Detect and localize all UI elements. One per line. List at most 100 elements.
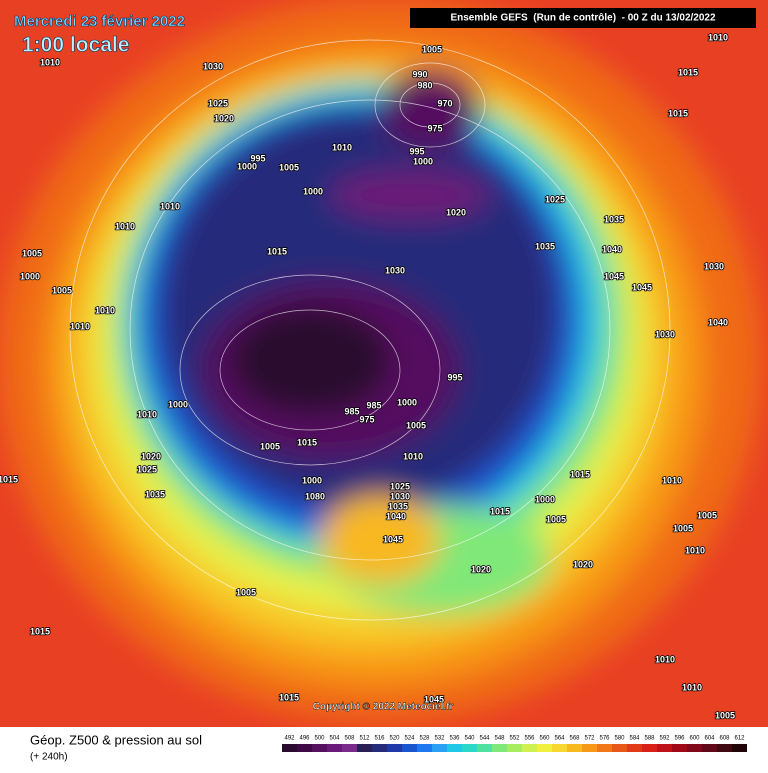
- legend-swatch: [327, 744, 342, 752]
- legend-swatch: [492, 744, 507, 752]
- isobar-label: 1005: [697, 510, 717, 520]
- legend-swatch: [477, 744, 492, 752]
- isobar-label: 1005: [260, 441, 280, 451]
- isobar-label: 1025: [390, 481, 410, 491]
- isobar-label: 1015: [668, 108, 688, 118]
- run-info: Ensemble GEFS (Run de contrôle) - 00 Z d…: [450, 13, 716, 24]
- isobar-label: 1035: [604, 214, 624, 224]
- legend-label: 592: [659, 736, 670, 742]
- isobar-label: 1045: [604, 271, 624, 281]
- isobar-label: 995: [409, 146, 424, 156]
- legend-swatch: [702, 744, 717, 752]
- isobar-label: 1010: [403, 451, 423, 461]
- isobar-label: 1000: [168, 399, 188, 409]
- lead-time: (+ 240h): [30, 752, 68, 763]
- isobar-label: 1005: [236, 587, 256, 597]
- legend-swatch: [567, 744, 582, 752]
- isobars: [69, 39, 671, 621]
- isobar-label: 1035: [535, 241, 555, 251]
- isobar-label: 1005: [22, 248, 42, 258]
- isobar-label: 1000: [397, 397, 417, 407]
- isobar-label: 1010: [95, 305, 115, 315]
- isobar-label: 1025: [545, 194, 565, 204]
- isobar-label: 1010: [685, 545, 705, 555]
- isobar-label: 1015: [297, 437, 317, 447]
- isobar-label: 1015: [570, 469, 590, 479]
- isobar-label: 1000: [413, 156, 433, 166]
- legend-swatch: [657, 744, 672, 752]
- isobar-label: 1005: [715, 710, 735, 720]
- isobar-label: 1030: [655, 329, 675, 339]
- legend-swatch: [372, 744, 387, 752]
- legend-swatch: [297, 744, 312, 752]
- legend-swatch: [582, 744, 597, 752]
- isobar-label: 1020: [471, 564, 491, 574]
- legend-label: 528: [419, 736, 430, 742]
- legend-label: 568: [569, 736, 580, 742]
- isobar-label: 1035: [145, 489, 165, 499]
- isobar-label: 1010: [137, 409, 157, 419]
- isobar-label: 1005: [52, 285, 72, 295]
- legend-label: 536: [449, 736, 460, 742]
- isobar-label: 1005: [406, 420, 426, 430]
- isobar-label: 1030: [203, 61, 223, 71]
- legend-swatch: [537, 744, 552, 752]
- legend-swatch: [357, 744, 372, 752]
- isobar-label: 1010: [40, 57, 60, 67]
- run-box: [410, 8, 756, 28]
- legend-swatch: [627, 744, 642, 752]
- isobar-label: 1045: [424, 694, 444, 704]
- isobar-label: 1020: [573, 559, 593, 569]
- legend-label: 564: [554, 736, 565, 742]
- isobar-label: 1010: [708, 32, 728, 42]
- isobar-label: 1025: [208, 98, 228, 108]
- copyright: Copyright © 2022 Meteociel.fr: [313, 702, 454, 713]
- isobar-label: 990: [412, 69, 427, 79]
- legend-label: 596: [674, 736, 685, 742]
- legend-swatch: [432, 744, 447, 752]
- isobar-label: 1010: [682, 682, 702, 692]
- legend-swatch: [417, 744, 432, 752]
- legend-swatch: [687, 744, 702, 752]
- isobar-label: 1020: [141, 451, 161, 461]
- isobar-label: 1015: [0, 474, 18, 484]
- isobar-label: 1025: [137, 464, 157, 474]
- legend-label: 532: [434, 736, 445, 742]
- legend-label: 516: [374, 736, 385, 742]
- isobar-label: 1000: [237, 161, 257, 171]
- isobar-label: 1000: [20, 271, 40, 281]
- legend-label: 580: [614, 736, 625, 742]
- legend-swatch: [552, 744, 567, 752]
- legend-label: 576: [599, 736, 610, 742]
- isobar-label: 1010: [70, 321, 90, 331]
- isobar-label: 995: [447, 372, 462, 382]
- isobar-label: 1005: [546, 514, 566, 524]
- isobar-label: 1030: [704, 261, 724, 271]
- legend-swatch: [342, 744, 357, 752]
- legend-label: 492: [284, 736, 295, 742]
- isobar-label: 1005: [422, 44, 442, 54]
- legend-label: 504: [329, 736, 340, 742]
- legend-label: 496: [299, 736, 310, 742]
- legend-label: 508: [344, 736, 355, 742]
- legend-label: 600: [689, 736, 700, 742]
- color-legend: 492 496 500 504 508 512 516 520 524 528 532 536 540 5…: [282, 736, 747, 752]
- isobar-label: 970: [437, 98, 452, 108]
- isobar-label: 1040: [708, 317, 728, 327]
- legend-label: 588: [644, 736, 655, 742]
- isobar-label: 1045: [383, 534, 403, 544]
- isobar-label: 1040: [386, 511, 406, 521]
- isobar-label: 1010: [160, 201, 180, 211]
- legend-label: 556: [524, 736, 535, 742]
- isobar-label: 1005: [673, 523, 693, 533]
- isobar-label: 975: [359, 414, 374, 424]
- legend-swatch: [447, 744, 462, 752]
- isobar-label: 1015: [279, 692, 299, 702]
- legend-swatch: [387, 744, 402, 752]
- isobar-label: 1005: [279, 162, 299, 172]
- legend-label: 524: [404, 736, 415, 742]
- legend-label: 500: [314, 736, 325, 742]
- legend-swatch: [732, 744, 747, 752]
